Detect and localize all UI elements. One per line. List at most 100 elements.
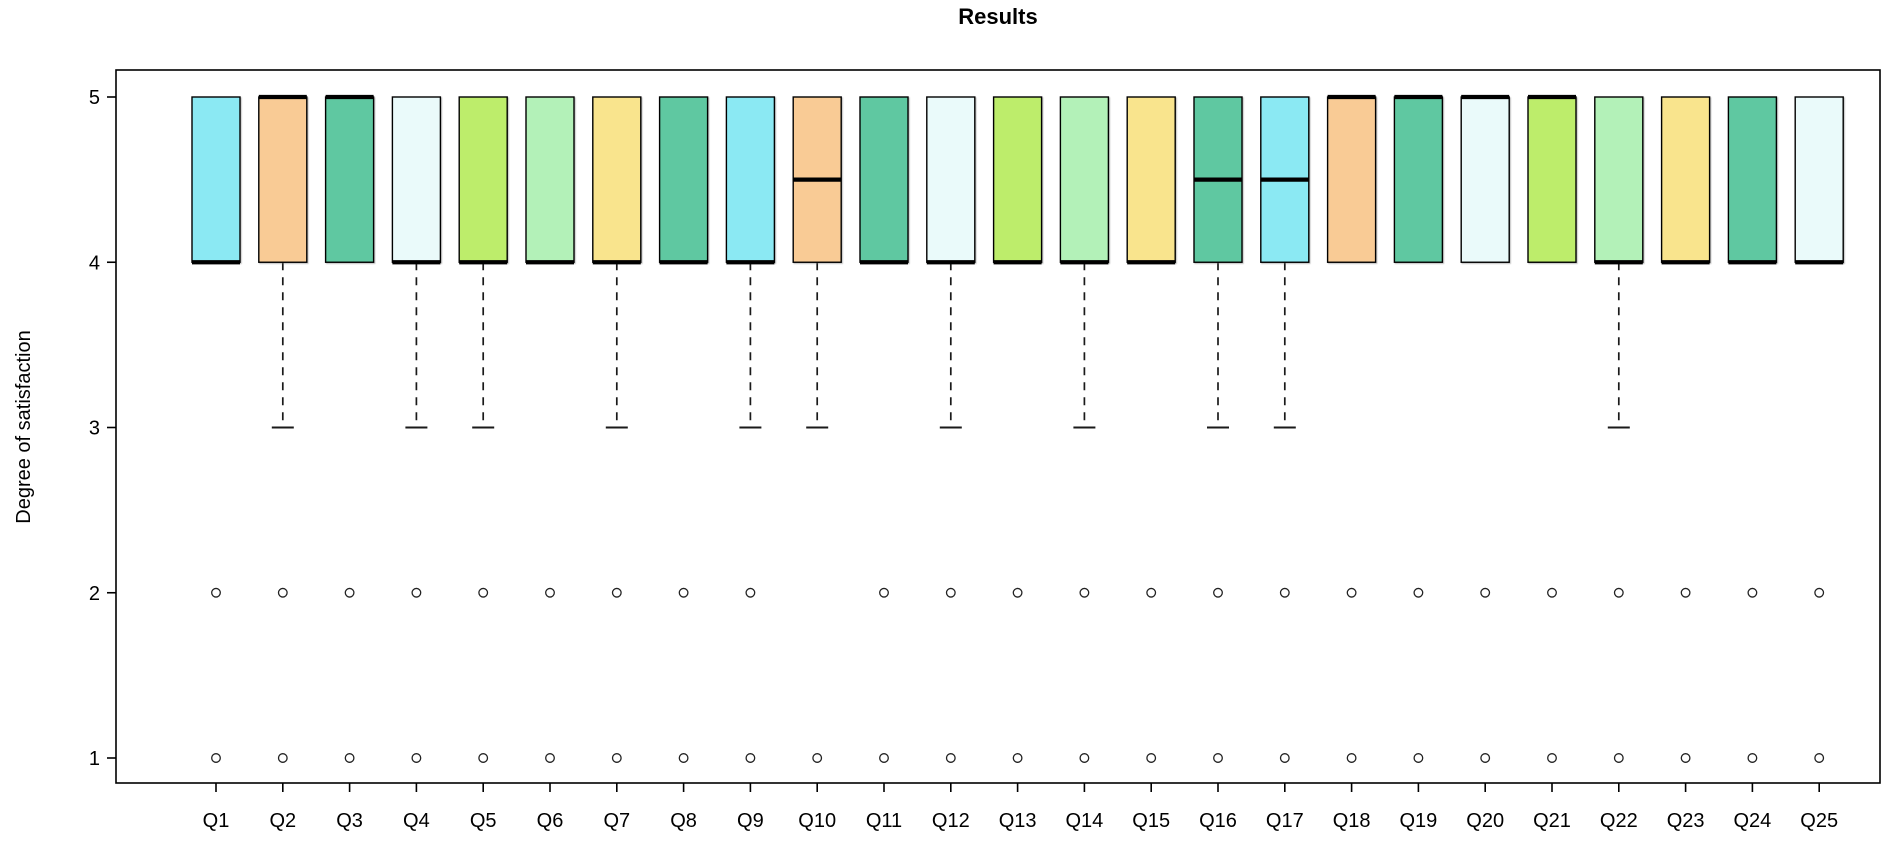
outlier-Q20-1 bbox=[1480, 753, 1491, 763]
box-rect-Q15 bbox=[1126, 96, 1176, 263]
box-Q4 bbox=[391, 96, 442, 265]
box-Q19 bbox=[1393, 94, 1444, 263]
box-Q13 bbox=[992, 96, 1043, 265]
outlier-Q17-1 bbox=[1279, 753, 1290, 763]
y-tick-label: 3 bbox=[89, 418, 100, 440]
box-rect-Q22 bbox=[1594, 96, 1644, 263]
outlier-Q22-2 bbox=[1613, 587, 1624, 598]
box-rect-Q7 bbox=[592, 96, 642, 263]
outlier-Q4-2 bbox=[411, 587, 422, 598]
box-Q3 bbox=[324, 94, 375, 263]
outlier-Q13-2 bbox=[1012, 587, 1023, 598]
box-Q7 bbox=[592, 96, 642, 265]
outlier-Q18-2 bbox=[1346, 587, 1357, 598]
x-tick-label-Q1: Q1 bbox=[203, 810, 230, 832]
outlier-Q25-1 bbox=[1814, 753, 1825, 763]
box-rect-Q18 bbox=[1326, 96, 1377, 263]
box-rect-Q21 bbox=[1527, 96, 1577, 263]
box-Q22 bbox=[1594, 96, 1644, 265]
outlier-Q1-1 bbox=[211, 753, 221, 763]
outlier-Q20-2 bbox=[1480, 587, 1491, 598]
y-tick-label: 1 bbox=[89, 748, 100, 770]
box-Q16 bbox=[1193, 96, 1243, 263]
x-tick-label-Q25: Q25 bbox=[1800, 810, 1838, 832]
x-tick-label-Q19: Q19 bbox=[1399, 810, 1437, 832]
box-rect-Q1 bbox=[191, 96, 241, 263]
outlier-Q23-1 bbox=[1680, 753, 1691, 763]
outlier-Q17-2 bbox=[1279, 587, 1290, 598]
outlier-Q21-2 bbox=[1547, 587, 1557, 598]
outlier-Q10-1 bbox=[812, 753, 823, 763]
outlier-Q14-1 bbox=[1079, 753, 1090, 763]
x-tick-label-Q22: Q22 bbox=[1600, 810, 1638, 832]
box-Q1 bbox=[191, 96, 241, 265]
y-axis-label: Degree of satisfaction bbox=[13, 330, 35, 523]
box-Q23 bbox=[1660, 96, 1711, 265]
outlier-Q7-2 bbox=[611, 587, 622, 598]
box-Q10 bbox=[792, 96, 842, 263]
box-rect-Q12 bbox=[926, 96, 976, 263]
box-Q8 bbox=[658, 96, 709, 265]
boxes-layer bbox=[191, 94, 1844, 265]
box-Q21 bbox=[1527, 94, 1577, 263]
box-Q2 bbox=[258, 94, 308, 263]
whiskers-layer bbox=[271, 262, 1630, 429]
outlier-Q6-1 bbox=[545, 753, 555, 763]
x-tick-label-Q20: Q20 bbox=[1466, 810, 1504, 832]
outlier-Q16-1 bbox=[1213, 753, 1223, 763]
box-rect-Q9 bbox=[725, 96, 776, 263]
box-Q5 bbox=[458, 96, 508, 265]
outlier-Q19-1 bbox=[1413, 753, 1424, 763]
x-tick-label-Q12: Q12 bbox=[932, 810, 970, 832]
box-Q18 bbox=[1326, 94, 1377, 263]
y-tick-label: 2 bbox=[89, 583, 100, 605]
chart-title: Results bbox=[958, 4, 1037, 29]
x-tick-label-Q18: Q18 bbox=[1333, 810, 1371, 832]
box-Q12 bbox=[926, 96, 976, 265]
outlier-Q12-1 bbox=[945, 753, 956, 763]
outlier-Q24-1 bbox=[1747, 753, 1758, 763]
box-Q20 bbox=[1460, 94, 1510, 263]
box-rect-Q23 bbox=[1660, 96, 1711, 263]
x-tick-label-Q10: Q10 bbox=[798, 810, 836, 832]
box-Q24 bbox=[1727, 96, 1778, 265]
x-tick-label-Q15: Q15 bbox=[1132, 810, 1170, 832]
y-tick-label: 4 bbox=[89, 252, 100, 274]
outliers-layer bbox=[211, 587, 1825, 763]
box-rect-Q24 bbox=[1727, 96, 1778, 263]
box-rect-Q19 bbox=[1393, 96, 1444, 263]
box-rect-Q3 bbox=[324, 96, 375, 263]
x-tick-label-Q4: Q4 bbox=[403, 810, 430, 832]
outlier-Q2-2 bbox=[277, 587, 288, 598]
outlier-Q8-1 bbox=[678, 753, 689, 763]
x-tick-label-Q23: Q23 bbox=[1667, 810, 1705, 832]
outlier-Q5-1 bbox=[478, 753, 489, 763]
outlier-Q11-1 bbox=[879, 753, 889, 763]
box-rect-Q11 bbox=[859, 96, 909, 263]
outlier-Q21-1 bbox=[1547, 753, 1557, 763]
outlier-Q7-1 bbox=[611, 753, 622, 763]
box-rect-Q4 bbox=[391, 96, 442, 263]
x-tick-label-Q2: Q2 bbox=[269, 810, 296, 832]
x-tick-label-Q3: Q3 bbox=[336, 810, 363, 832]
outlier-Q4-1 bbox=[411, 753, 422, 763]
box-Q17 bbox=[1260, 96, 1310, 263]
box-rect-Q6 bbox=[525, 96, 575, 263]
outlier-Q13-1 bbox=[1012, 753, 1023, 763]
outlier-Q1-2 bbox=[211, 587, 221, 598]
box-rect-Q25 bbox=[1794, 96, 1844, 263]
outlier-Q11-2 bbox=[879, 587, 889, 598]
outlier-Q8-2 bbox=[678, 587, 689, 598]
box-Q9 bbox=[725, 96, 776, 265]
outlier-Q24-2 bbox=[1747, 587, 1758, 598]
x-tick-label-Q5: Q5 bbox=[470, 810, 497, 832]
outlier-Q12-2 bbox=[945, 587, 956, 598]
x-tick-label-Q6: Q6 bbox=[537, 810, 564, 832]
box-rect-Q8 bbox=[658, 96, 709, 263]
box-rect-Q14 bbox=[1059, 96, 1110, 263]
box-Q14 bbox=[1059, 96, 1110, 265]
box-rect-Q20 bbox=[1460, 96, 1510, 263]
x-tick-label-Q9: Q9 bbox=[737, 810, 764, 832]
